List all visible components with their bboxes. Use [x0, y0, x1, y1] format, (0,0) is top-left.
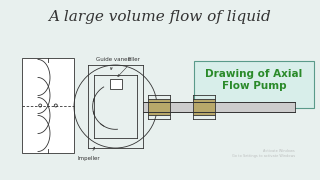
Text: Activate Windows
Go to Settings to activate Windows: Activate Windows Go to Settings to activ… — [232, 149, 295, 158]
Text: Guide vanes: Guide vanes — [95, 57, 130, 70]
Bar — [143, 102, 295, 111]
Text: Impeller: Impeller — [78, 147, 100, 161]
Text: Drawing of Axial
Flow Pump: Drawing of Axial Flow Pump — [205, 69, 303, 91]
Bar — [109, 79, 122, 89]
Text: A large volume flow of liquid: A large volume flow of liquid — [49, 10, 271, 24]
Text: Filler: Filler — [118, 57, 140, 76]
FancyBboxPatch shape — [194, 61, 314, 108]
Bar — [193, 98, 215, 114]
Bar — [22, 58, 74, 153]
Bar — [148, 98, 170, 114]
